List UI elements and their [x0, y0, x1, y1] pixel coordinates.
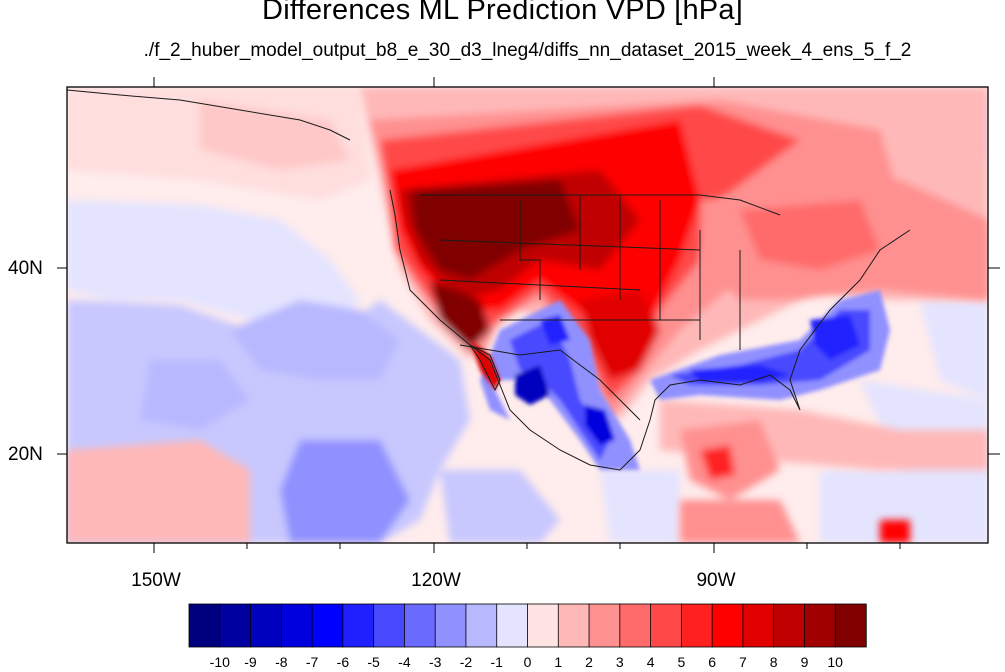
colorbar-box — [219, 603, 252, 648]
lon-label-150w: 150W — [131, 570, 181, 591]
colorbar-box — [250, 603, 283, 648]
lon-label-120w: 120W — [411, 570, 461, 591]
colorbar-tick-label: 10 — [827, 654, 843, 670]
colorbar-box — [557, 603, 590, 648]
colorbar-tick-label: -4 — [398, 654, 411, 670]
colorbar-tick-label: 5 — [677, 654, 686, 670]
lat-label-20n: 20N — [8, 444, 43, 465]
lat-label-40n: 40N — [8, 258, 43, 279]
colorbar-box — [804, 603, 836, 648]
colorbar-tick-label: 1 — [554, 654, 563, 670]
colorbar — [188, 603, 867, 648]
colorbar-box — [619, 603, 652, 648]
map-subtitle: ./f_2_huber_model_output_b8_e_30_d3_lneg… — [143, 40, 912, 61]
colorbar-tick-label: -7 — [305, 654, 319, 670]
colorbar-box — [742, 603, 775, 648]
colorbar-box — [711, 603, 744, 648]
colorbar-tick-label: -3 — [428, 654, 442, 670]
colorbar-box — [311, 603, 344, 648]
positive-field-continent — [360, 87, 988, 420]
lon-label-90w: 90W — [696, 570, 736, 591]
colorbar-tick-label: 3 — [615, 654, 624, 670]
colorbar-tick-label: -8 — [275, 654, 288, 670]
colorbar-tick-label: 4 — [646, 654, 655, 670]
colorbar-tick-label: -1 — [490, 654, 503, 670]
colorbar-box — [834, 603, 867, 648]
map-field — [67, 87, 988, 543]
colorbar-box — [434, 603, 467, 648]
colorbar-tick-label: 9 — [800, 654, 809, 670]
colorbar-tick-label: 8 — [769, 654, 778, 670]
colorbar-tick-label: 2 — [585, 654, 593, 670]
negative-field-light — [67, 95, 988, 543]
colorbar-tick-label: -6 — [336, 654, 350, 670]
colorbar-tick-label: -10 — [209, 654, 230, 670]
colorbar-box — [188, 603, 221, 648]
coastlines — [67, 89, 911, 471]
colorbar-box — [773, 603, 806, 648]
negative-field-mexico — [480, 300, 640, 470]
colorbar-box — [404, 603, 436, 648]
positive-field-pacific — [67, 87, 370, 543]
positive-field-baja — [470, 340, 500, 390]
colorbar-box — [496, 603, 529, 648]
colorbar-box — [373, 603, 406, 648]
negative-field-southeast — [650, 290, 890, 400]
map-title: Differences ML Prediction VPD [hPa] — [262, 0, 743, 26]
colorbar-box — [280, 603, 313, 648]
colorbar-tick-label: 6 — [708, 654, 716, 670]
colorbar-tick-label: 0 — [523, 654, 532, 670]
colorbar-box — [650, 603, 683, 648]
colorbar-box — [342, 603, 375, 648]
colorbar-box — [680, 603, 713, 648]
colorbar-tick-label: -2 — [459, 654, 473, 670]
colorbar-tick-label: 7 — [738, 654, 747, 670]
colorbar-box — [588, 603, 621, 648]
colorbar-box — [465, 603, 498, 648]
positive-field-east — [660, 180, 988, 543]
colorbar-tick-label: -9 — [244, 654, 257, 670]
colorbar-tick-label: -5 — [367, 654, 380, 670]
tick-marks — [57, 77, 1000, 553]
colorbar-box — [527, 603, 559, 648]
